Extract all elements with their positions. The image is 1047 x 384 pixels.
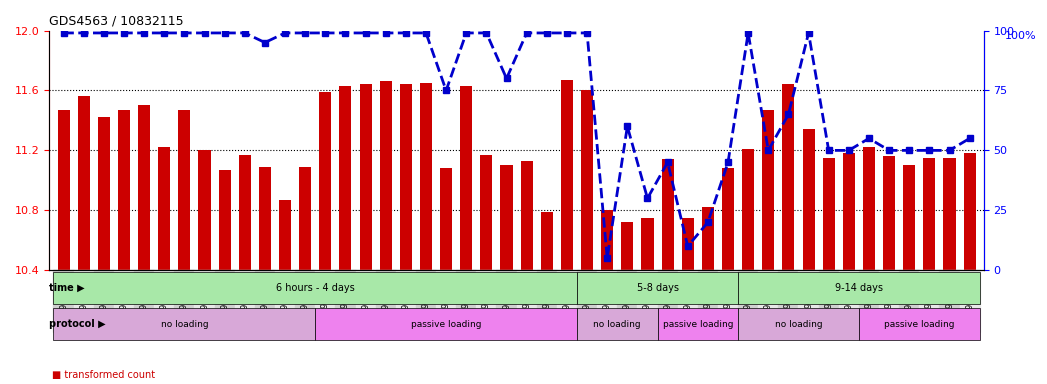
Bar bbox=[420, 83, 432, 270]
Bar bbox=[601, 210, 614, 270]
Bar bbox=[943, 158, 956, 270]
Text: 5-8 days: 5-8 days bbox=[637, 283, 678, 293]
Bar bbox=[259, 167, 271, 270]
Bar bbox=[299, 167, 311, 270]
Bar bbox=[682, 218, 694, 270]
Bar bbox=[762, 110, 775, 270]
Text: no loading: no loading bbox=[775, 319, 822, 329]
Text: GDS4563 / 10832115: GDS4563 / 10832115 bbox=[49, 15, 184, 28]
FancyBboxPatch shape bbox=[859, 308, 980, 340]
Bar bbox=[722, 168, 734, 270]
Bar bbox=[742, 149, 754, 270]
Bar bbox=[58, 110, 69, 270]
Text: no loading: no loading bbox=[160, 319, 208, 329]
Text: no loading: no loading bbox=[594, 319, 641, 329]
FancyBboxPatch shape bbox=[658, 308, 738, 340]
FancyBboxPatch shape bbox=[738, 308, 859, 340]
Text: 9-14 days: 9-14 days bbox=[834, 283, 883, 293]
Bar bbox=[279, 200, 291, 270]
Text: passive loading: passive loading bbox=[410, 319, 482, 329]
Bar bbox=[178, 110, 191, 270]
Bar bbox=[662, 159, 673, 270]
Bar bbox=[863, 147, 875, 270]
Bar bbox=[782, 84, 795, 270]
FancyBboxPatch shape bbox=[315, 308, 577, 340]
Bar bbox=[359, 84, 372, 270]
Bar bbox=[540, 212, 553, 270]
Text: 6 hours - 4 days: 6 hours - 4 days bbox=[275, 283, 355, 293]
Bar bbox=[500, 166, 513, 270]
Bar bbox=[621, 222, 633, 270]
FancyBboxPatch shape bbox=[53, 272, 577, 305]
Bar bbox=[239, 155, 251, 270]
Bar bbox=[923, 158, 935, 270]
FancyBboxPatch shape bbox=[53, 308, 315, 340]
Bar bbox=[802, 129, 815, 270]
Text: protocol ▶: protocol ▶ bbox=[49, 319, 106, 329]
Bar bbox=[199, 151, 210, 270]
Bar bbox=[77, 96, 90, 270]
Text: ■ transformed count: ■ transformed count bbox=[52, 370, 155, 380]
Bar bbox=[380, 81, 392, 270]
Text: passive loading: passive loading bbox=[884, 319, 955, 329]
Bar bbox=[339, 86, 352, 270]
Bar bbox=[440, 168, 452, 270]
Bar bbox=[883, 156, 895, 270]
Text: passive loading: passive loading bbox=[663, 319, 733, 329]
Bar bbox=[520, 161, 533, 270]
Bar bbox=[843, 153, 854, 270]
Bar bbox=[642, 218, 653, 270]
Bar bbox=[461, 86, 472, 270]
Bar bbox=[581, 91, 593, 270]
Bar bbox=[319, 92, 331, 270]
Bar bbox=[823, 158, 834, 270]
Text: time ▶: time ▶ bbox=[49, 283, 85, 293]
Bar bbox=[118, 110, 130, 270]
Bar bbox=[219, 170, 230, 270]
Y-axis label: 100%: 100% bbox=[1005, 31, 1037, 41]
Bar bbox=[481, 155, 492, 270]
FancyBboxPatch shape bbox=[577, 272, 738, 305]
Bar bbox=[158, 147, 171, 270]
FancyBboxPatch shape bbox=[738, 272, 980, 305]
Bar bbox=[904, 166, 915, 270]
Bar bbox=[97, 118, 110, 270]
Bar bbox=[701, 207, 714, 270]
Bar bbox=[963, 153, 976, 270]
Bar bbox=[400, 84, 411, 270]
FancyBboxPatch shape bbox=[577, 308, 658, 340]
Bar bbox=[138, 106, 150, 270]
Bar bbox=[561, 80, 573, 270]
